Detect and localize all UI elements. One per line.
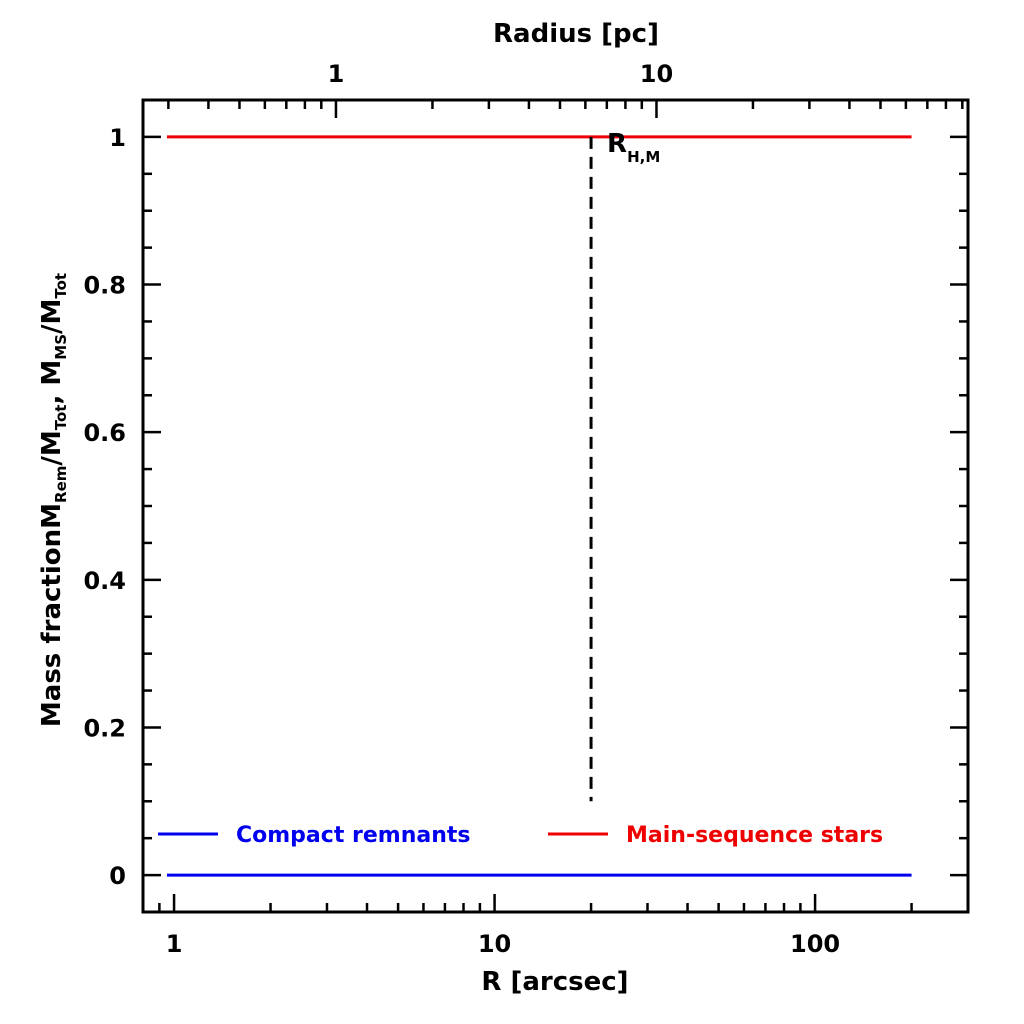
x-tick-label: 1 xyxy=(166,930,183,958)
y-axis-title-main: Mass fraction xyxy=(37,529,67,727)
y-ratio2-rest: /M xyxy=(37,299,67,334)
half-mass-radius-label: RH,M xyxy=(607,129,660,166)
y-axis-title: Mass fractionMRem/MTot, MMS/MTot xyxy=(37,273,70,727)
y-axis-title-text: Mass fractionMRem/MTot, MMS/MTot xyxy=(37,273,70,727)
annotations: RH,M xyxy=(589,129,660,802)
y-ratio1-sub2: Tot xyxy=(52,405,70,431)
data-series xyxy=(166,135,912,877)
legend-label: Main-sequence stars xyxy=(626,823,883,848)
y-tick-label: 0.8 xyxy=(83,272,126,300)
axis-ticks xyxy=(141,98,970,912)
plot-frame xyxy=(141,98,970,914)
legend-label: Compact remnants xyxy=(236,823,470,848)
y-tick-label: 0.4 xyxy=(83,567,126,595)
y-ratio2-sub: MS xyxy=(52,334,70,360)
legend: Compact remnants Main-sequence stars xyxy=(158,823,883,848)
y-ratio1-sub: Rem xyxy=(52,466,70,503)
y-ratio2-sub2: Tot xyxy=(52,273,70,299)
x-tick-label: 10 xyxy=(478,930,511,958)
x-axis-title: R [arcsec] xyxy=(481,967,628,997)
x-tick-label: 100 xyxy=(790,930,840,958)
top-tick-label: 10 xyxy=(640,60,673,88)
y-tick-label: 1 xyxy=(109,124,126,152)
y-tick-label: 0.2 xyxy=(83,714,126,742)
y-ratio1-rest: /M xyxy=(37,430,67,465)
plot-border xyxy=(141,98,970,914)
top-tick-label: 1 xyxy=(328,60,345,88)
y-ratio1-base: M xyxy=(37,503,67,529)
y-tick-label: 0 xyxy=(109,862,126,890)
y-tick-label: 0.6 xyxy=(83,419,126,447)
top-axis-title: Radius [pc] xyxy=(493,19,659,49)
y-ratio2-base: M xyxy=(37,360,67,386)
